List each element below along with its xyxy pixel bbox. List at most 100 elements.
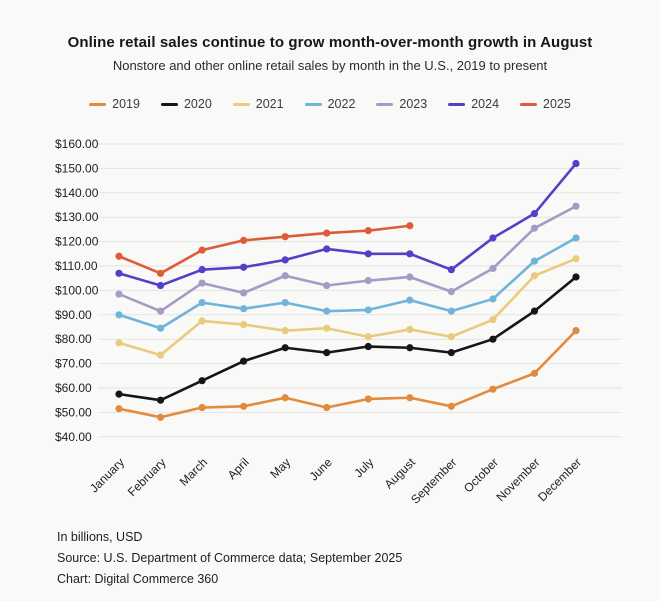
y-tick-label: $140.00 [55,186,99,200]
data-point-2021-january [115,339,123,347]
legend-swatch-2022 [304,102,322,106]
data-point-2025-february [156,269,165,277]
data-point-2024-march [198,266,206,274]
x-tick-label: May [267,455,293,481]
y-tick-label: $80.00 [55,332,92,346]
data-point-2019-september [447,402,455,410]
data-point-2022-november [530,257,539,265]
data-point-2021-march [198,317,206,325]
chart-credit: Chart: Digital Commerce 360 [57,572,219,586]
x-tick-label: October [461,455,501,495]
y-tick-label: $160.00 [55,137,99,151]
data-point-2020-january [115,390,123,398]
data-point-2023-december [572,202,580,210]
x-tick-label: January [87,455,127,495]
data-point-2025-june [323,229,331,237]
data-point-2024-september [447,266,455,274]
x-tick-label: March [177,455,210,488]
legend-label-2025: 2025 [543,97,571,111]
data-point-2023-march [198,279,206,287]
data-point-2022-may [281,299,289,307]
x-tick-label: July [351,455,376,480]
y-tick-label: $110.00 [55,259,98,273]
legend-swatch-2024 [448,102,466,106]
data-point-2021-august [406,325,414,334]
data-point-2019-december [572,327,580,335]
data-point-2025-august [406,222,414,230]
data-point-2022-january [115,311,123,319]
y-tick-label: $90.00 [55,308,92,322]
y-tick-label: $40.00 [55,430,92,444]
data-point-2021-november [530,272,539,280]
x-tick-label: December [535,455,584,504]
data-point-2020-april [240,357,248,365]
data-point-2023-june [323,281,331,290]
series-line-2025 [117,224,412,275]
data-point-2020-october [489,335,497,343]
data-point-2024-june [323,245,331,253]
data-point-2019-march [198,403,206,412]
data-point-2025-may [281,233,289,241]
data-point-2020-march [198,377,206,385]
data-point-2024-january [115,269,123,277]
data-point-2020-september [447,349,455,357]
data-point-2022-june [323,307,331,315]
data-point-2023-september [447,288,455,296]
legend-item-2019: 2019 [89,97,140,111]
data-point-2022-april [240,305,248,313]
data-point-2020-may [281,344,289,352]
data-point-2025-march [198,246,206,254]
data-point-2019-june [323,403,331,412]
data-point-2020-december [572,273,580,281]
data-point-2023-april [240,289,248,297]
series-line-2021 [117,257,578,357]
data-point-2022-february [156,324,165,332]
y-tick-label: $60.00 [55,381,92,395]
series-line-2022 [117,236,578,330]
data-point-2021-september [447,333,455,341]
y-tick-label: $70.00 [55,357,92,371]
series-line-2019 [117,329,578,419]
series-line-2024 [117,162,578,287]
chart-subtitle: Nonstore and other online retail sales b… [112,58,548,73]
data-point-2021-may [281,327,289,335]
data-point-2023-october [489,264,497,273]
x-tick-label: August [382,455,419,492]
data-point-2021-june [323,324,331,332]
data-point-2021-july [364,333,372,341]
data-point-2020-june [323,349,331,357]
data-point-2024-november [530,209,539,218]
x-tick-label: April [225,455,252,482]
legend-swatch-2020 [160,102,178,106]
y-tick-label: $120.00 [55,235,99,249]
x-tick-label: February [125,455,169,499]
data-point-2023-november [530,224,539,232]
legend-swatch-2023 [376,102,394,106]
data-point-2019-january [115,405,123,413]
data-point-2022-august [406,296,414,304]
legend-label-2023: 2023 [399,97,428,111]
data-point-2022-december [572,234,580,242]
data-point-2020-february [156,396,165,404]
y-tick-label: $50.00 [55,405,92,419]
data-point-2021-february [156,351,165,359]
legend-label-2021: 2021 [255,97,284,111]
data-point-2019-april [240,402,248,410]
legend-label-2022: 2022 [327,97,356,111]
x-tick-label: September [408,455,459,506]
y-tick-label: $100.00 [55,283,99,297]
data-point-2019-august [406,394,414,402]
data-point-2019-february [156,413,165,421]
data-point-2020-july [364,342,372,351]
series-line-2020 [117,275,578,402]
data-point-2025-april [240,236,248,244]
chart-note: In billions, USD [57,530,143,544]
legend-item-2022: 2022 [304,97,356,111]
chart-footer: In billions, USD Source: U.S. Department… [57,527,402,590]
legend-item-2025: 2025 [520,97,571,111]
data-point-2024-july [364,250,372,258]
legend-label-2024: 2024 [471,97,500,111]
data-point-2019-july [364,395,372,403]
